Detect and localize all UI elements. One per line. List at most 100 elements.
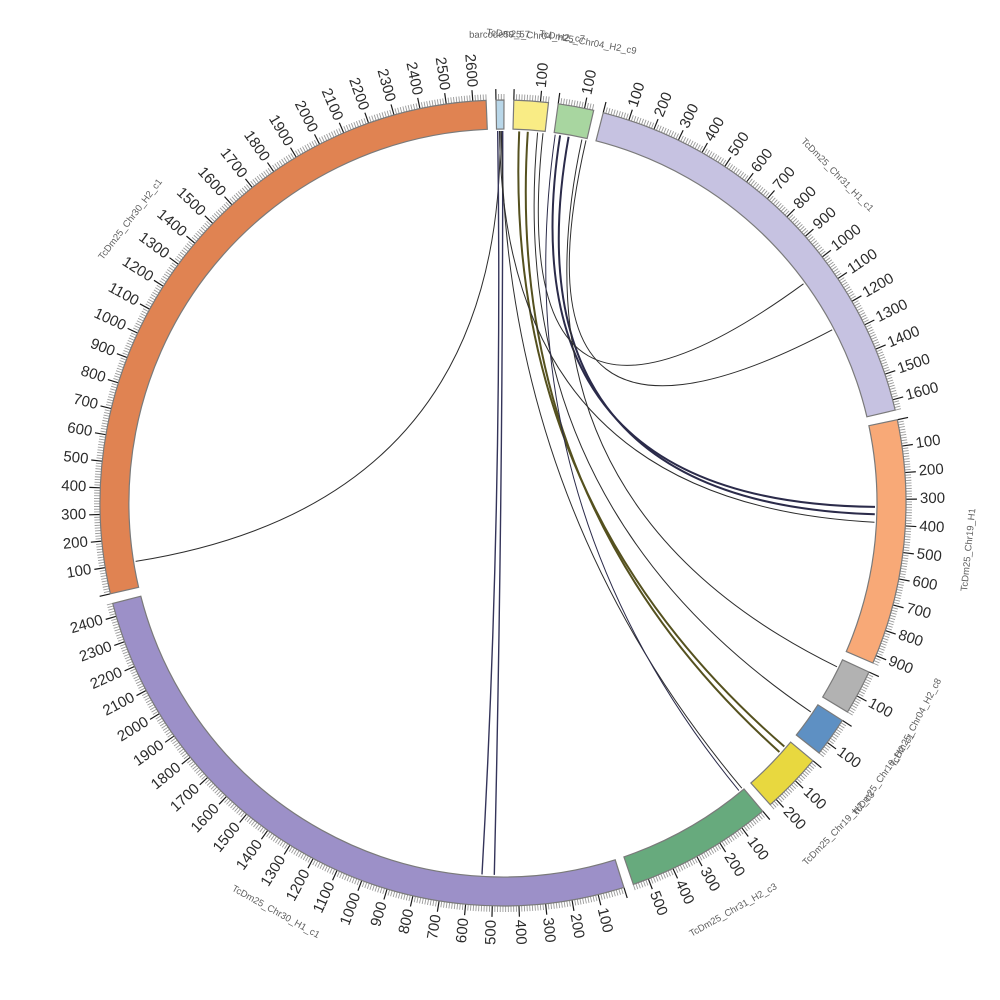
minor-tick <box>662 872 666 879</box>
minor-tick <box>116 367 123 371</box>
minor-tick <box>179 251 186 257</box>
ideogram-TcDm25_Chr31_H2_c3 <box>623 788 764 886</box>
minor-tick <box>735 168 740 175</box>
minor-tick <box>840 279 846 284</box>
minor-tick <box>98 561 105 564</box>
minor-tick <box>118 362 125 366</box>
minor-tick <box>682 863 686 870</box>
minor-tick <box>384 111 387 118</box>
minor-tick <box>721 841 726 847</box>
tick-label: 200 <box>651 90 676 120</box>
minor-tick <box>369 883 373 890</box>
tick-label: 100 <box>915 432 942 452</box>
minor-tick <box>98 564 105 567</box>
minor-tick <box>732 833 737 840</box>
minor-tick <box>156 717 163 722</box>
minor-tick <box>400 893 403 900</box>
major-tick <box>701 142 708 153</box>
minor-tick <box>785 789 791 795</box>
minor-tick <box>795 222 801 227</box>
minor-tick <box>100 572 107 575</box>
minor-tick <box>111 618 118 621</box>
segment-name-label-barcode59_57: barcode59_57 <box>469 29 530 40</box>
minor-tick <box>114 375 121 379</box>
minor-tick <box>211 215 217 220</box>
minor-tick <box>259 826 264 833</box>
minor-tick <box>880 359 887 363</box>
minor-tick <box>889 617 896 620</box>
minor-tick <box>900 567 907 570</box>
tick-label: 1700 <box>167 780 203 815</box>
minor-tick <box>102 417 109 420</box>
minor-tick <box>138 685 144 689</box>
minor-tick <box>887 622 894 626</box>
minor-tick <box>195 769 201 774</box>
minor-tick <box>618 111 621 118</box>
minor-tick <box>862 683 869 688</box>
minor-tick <box>860 688 867 692</box>
minor-tick <box>882 637 889 641</box>
minor-tick <box>864 681 870 685</box>
minor-tick <box>608 891 611 898</box>
minor-tick <box>426 101 429 108</box>
minor-tick <box>435 900 437 907</box>
minor-tick <box>224 797 229 803</box>
minor-tick <box>115 631 122 634</box>
minor-tick <box>741 173 747 180</box>
tick-label: 1100 <box>844 245 880 277</box>
minor-tick <box>97 553 104 556</box>
minor-tick <box>104 411 111 415</box>
tick-label: 1300 <box>873 296 910 326</box>
minor-tick <box>412 103 416 110</box>
minor-tick <box>263 171 268 177</box>
segment-barcode59_57: barcode59_57 <box>469 29 530 130</box>
tick-label: 900 <box>886 653 916 678</box>
minor-tick <box>708 151 713 157</box>
minor-tick <box>798 776 804 782</box>
minor-tick <box>882 364 889 368</box>
minor-tick <box>858 309 864 314</box>
major-tick <box>290 147 297 158</box>
minor-tick <box>809 764 815 769</box>
minor-tick <box>613 109 616 116</box>
minor-tick <box>237 191 243 197</box>
minor-tick <box>903 455 910 458</box>
minor-tick <box>891 392 898 396</box>
minor-tick <box>893 400 900 403</box>
minor-tick <box>579 898 582 905</box>
minor-tick <box>139 315 145 320</box>
minor-tick <box>114 372 121 376</box>
minor-tick <box>149 706 156 711</box>
minor-tick <box>206 780 212 786</box>
minor-tick <box>186 243 192 248</box>
minor-tick <box>195 232 201 238</box>
minor-tick <box>623 112 627 119</box>
minor-tick <box>641 118 644 125</box>
ideogram-TcDm25_Chr04_H2_c8 <box>821 659 870 713</box>
minor-tick <box>146 301 153 305</box>
minor-tick <box>306 143 311 150</box>
minor-tick <box>706 149 711 156</box>
tick-label: 1800 <box>148 759 185 793</box>
minor-tick <box>162 726 169 731</box>
minor-tick <box>714 845 719 851</box>
major-tick <box>244 178 253 188</box>
minor-tick <box>803 770 809 776</box>
tick-label: 1300 <box>257 852 289 889</box>
ideogram-TcDm25_Chr31_H1_c1 <box>595 111 896 418</box>
minor-tick <box>386 110 390 117</box>
minor-tick <box>283 157 288 163</box>
minor-tick <box>416 896 419 903</box>
minor-tick <box>610 891 614 898</box>
minor-tick <box>897 586 904 589</box>
minor-tick <box>266 831 271 837</box>
minor-tick <box>130 668 136 672</box>
minor-tick <box>896 588 903 592</box>
major-tick <box>186 235 196 244</box>
minor-tick <box>854 700 860 704</box>
tick-label: 1600 <box>904 379 941 404</box>
minor-tick <box>188 760 194 766</box>
minor-tick <box>803 230 809 235</box>
tick-label: 500 <box>725 129 753 159</box>
